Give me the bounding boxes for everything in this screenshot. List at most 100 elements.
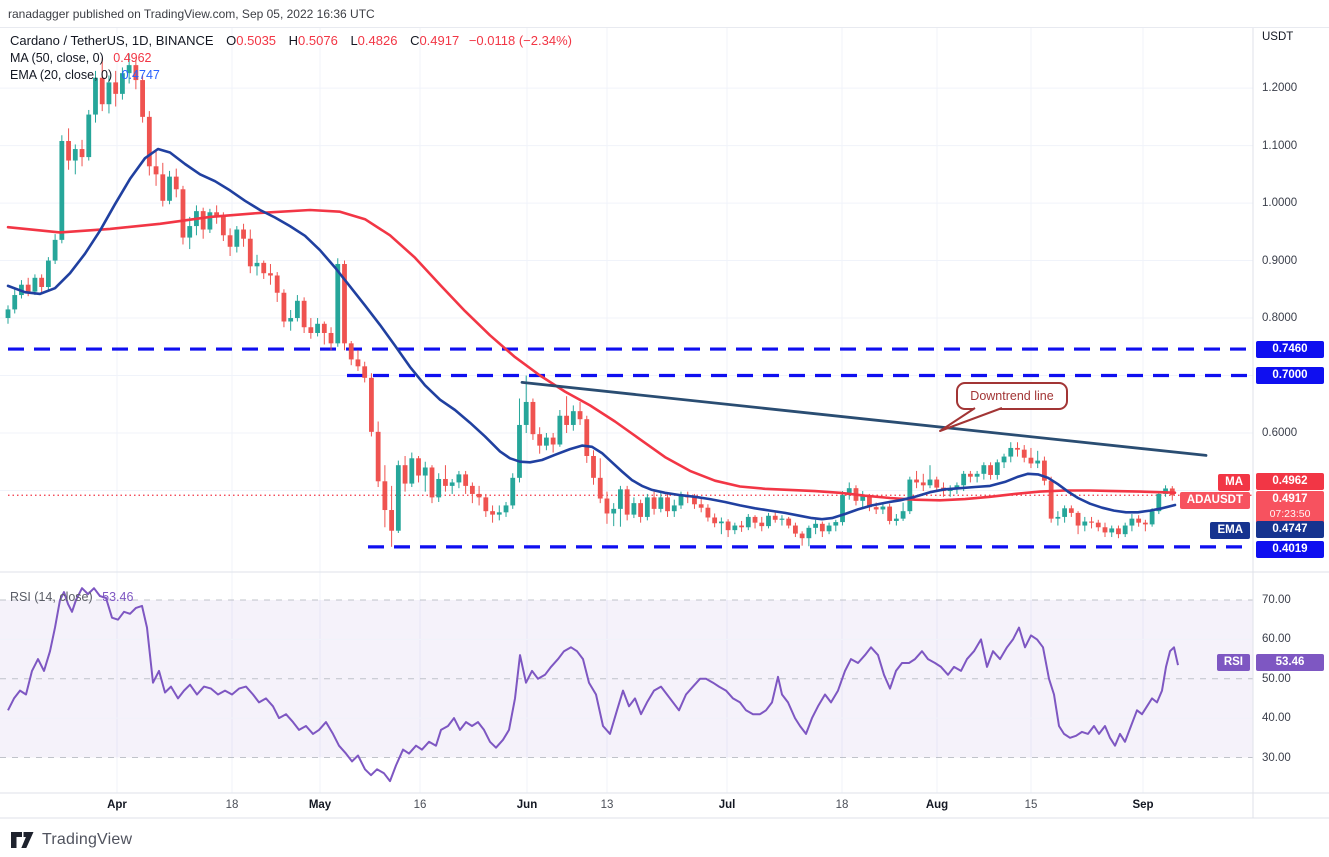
candle-body xyxy=(113,82,119,94)
downtrend-annotation[interactable]: Downtrend line xyxy=(956,382,1068,410)
candle-body xyxy=(658,497,664,509)
candle-body xyxy=(604,498,610,514)
candle-body xyxy=(873,507,879,510)
candle-body xyxy=(759,522,765,527)
candle-body xyxy=(624,489,630,515)
candle-body xyxy=(288,318,294,322)
candle-body xyxy=(550,437,556,445)
candle-body xyxy=(517,424,522,478)
last-price-value: 0.4917 xyxy=(1272,493,1308,505)
ema-legend-value: 0.4747 xyxy=(121,68,160,82)
candle-body xyxy=(362,366,368,378)
tradingview-logo[interactable]: TradingView xyxy=(10,828,132,852)
candle-body xyxy=(813,523,818,528)
time-axis-label: May xyxy=(308,799,332,811)
candle-body xyxy=(59,141,65,240)
candle-body xyxy=(247,238,253,267)
candle-body xyxy=(880,506,886,510)
time-axis-label: 18 xyxy=(835,799,849,811)
candle-body xyxy=(833,522,839,526)
candle-body xyxy=(180,189,186,238)
candle-body xyxy=(443,478,448,486)
candle-body xyxy=(1048,480,1054,519)
candle-body xyxy=(631,503,637,515)
candle-body xyxy=(1068,508,1074,513)
candle-body xyxy=(981,465,987,474)
candle-body xyxy=(39,277,45,288)
candle-body xyxy=(887,506,893,521)
candle-body xyxy=(422,467,428,476)
candle-body xyxy=(463,474,469,486)
candle-body xyxy=(315,323,320,333)
candle-body xyxy=(799,533,805,539)
candle-body xyxy=(644,497,650,517)
candle-body xyxy=(456,474,462,483)
candle-body xyxy=(766,515,771,527)
candle-body xyxy=(611,508,617,514)
publish-banner-text: ranadagger published on TradingView.com,… xyxy=(8,7,375,21)
candle-body xyxy=(483,497,489,512)
candle-body xyxy=(678,495,684,506)
candle-body xyxy=(557,415,563,445)
candle-body xyxy=(140,80,145,117)
candle-body xyxy=(618,489,623,509)
candle-body xyxy=(705,507,711,518)
close-label: C xyxy=(410,33,420,48)
rsi-tick-label: 40.00 xyxy=(1262,712,1291,725)
ma-legend[interactable]: MA (50, close, 0) 0.4962 xyxy=(10,51,152,65)
candle-body xyxy=(25,284,31,292)
candle-body xyxy=(234,229,240,247)
time-axis-label: Jun xyxy=(516,799,538,811)
candle-body xyxy=(570,411,576,425)
candle-body xyxy=(846,488,852,496)
ema-legend[interactable]: EMA (20, close, 0) 0.4747 xyxy=(10,68,160,82)
candle-body xyxy=(321,323,327,333)
candle-body xyxy=(214,212,220,216)
ema-tag: EMA xyxy=(1210,522,1250,539)
low-value: 0.4826 xyxy=(357,33,398,48)
rsi-line xyxy=(7,587,1179,783)
candle-body xyxy=(1082,521,1088,526)
candle-body xyxy=(355,359,361,367)
candle-body xyxy=(920,482,926,486)
ma-legend-label: MA (50, close, 0) xyxy=(10,51,104,65)
candle-body xyxy=(1015,447,1020,450)
candle-body xyxy=(220,215,226,236)
ma-value-badge: 0.4962 xyxy=(1256,473,1324,490)
candle-body xyxy=(335,264,341,344)
candle-body xyxy=(1136,518,1142,523)
candle-body xyxy=(665,497,670,512)
candle-body xyxy=(200,211,206,230)
time-axis-label: 15 xyxy=(1024,799,1038,811)
downtrend-line[interactable] xyxy=(520,381,1208,457)
rsi-tick-label: 70.00 xyxy=(1262,594,1291,606)
candle-body xyxy=(86,114,92,158)
candle-body xyxy=(99,77,105,105)
price-tick-label: 0.8000 xyxy=(1262,312,1298,325)
ma-legend-value: 0.4962 xyxy=(113,51,152,65)
candle-body xyxy=(160,174,166,201)
price-tick-label: 0.6000 xyxy=(1262,427,1298,439)
downtrend-annotation-text: Downtrend line xyxy=(970,389,1054,403)
candle-body xyxy=(584,419,590,456)
ema20-line xyxy=(6,147,1177,521)
candle-body xyxy=(752,516,758,523)
low-label: L xyxy=(350,33,358,48)
candle-body xyxy=(934,479,940,488)
candle-body xyxy=(449,482,455,486)
candle-body xyxy=(1122,525,1128,535)
candle-body xyxy=(671,505,677,512)
candle-body xyxy=(133,65,139,81)
candle-body xyxy=(12,295,18,310)
candle-body xyxy=(79,149,85,158)
candle-body xyxy=(523,401,529,425)
symbol-legend[interactable]: Cardano / TetherUS, 1D, BINANCE O0.5035 … xyxy=(10,33,572,48)
candle-body xyxy=(900,511,906,519)
candle-body xyxy=(93,77,98,115)
candle-body xyxy=(32,277,38,292)
rsi-legend[interactable]: RSI (14, close) 53.46 xyxy=(10,590,133,604)
last-price-badge: 0.4917 07:23:50 xyxy=(1256,491,1324,524)
time-axis[interactable] xyxy=(0,793,1253,818)
candle-body xyxy=(369,377,374,432)
